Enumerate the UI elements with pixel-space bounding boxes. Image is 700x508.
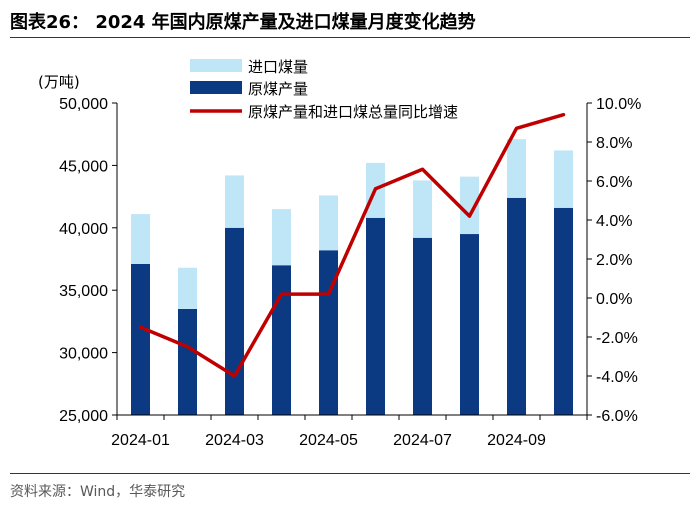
y-unit-label: (万吨) bbox=[38, 73, 80, 91]
right-tick-label: 6.0% bbox=[596, 174, 632, 191]
legend-swatch bbox=[190, 81, 242, 94]
legend-swatch bbox=[190, 59, 242, 72]
right-tick-label: 0.0% bbox=[596, 291, 632, 308]
footer-divider bbox=[10, 473, 690, 474]
import-bar bbox=[178, 267, 197, 309]
import-bar bbox=[554, 150, 573, 208]
right-tick-label: 2.0% bbox=[596, 252, 632, 269]
import-bar bbox=[460, 176, 479, 235]
left-tick-label: 50,000 bbox=[59, 96, 108, 113]
x-tick-label: 2024-07 bbox=[393, 432, 452, 449]
x-tick-label: 2024-09 bbox=[487, 432, 546, 449]
import-bar bbox=[413, 180, 432, 238]
axes-group: 25,000 30,000 35,000 40,000 45,000 50,000 -6.0… bbox=[38, 73, 641, 449]
legend-label: 原煤产量和进口煤总量同比增速 bbox=[248, 103, 458, 121]
left-tick-label: 40,000 bbox=[59, 221, 108, 238]
x-tick-label: 2024-03 bbox=[205, 432, 264, 449]
bar-series-group bbox=[131, 139, 573, 415]
source-note: 资料来源：Wind，华泰研究 bbox=[10, 484, 186, 500]
right-tick-label: 4.0% bbox=[596, 213, 632, 230]
left-tick-label: 35,000 bbox=[59, 283, 108, 300]
right-tick-label: -4.0% bbox=[596, 369, 638, 386]
x-tick-label: 2024-01 bbox=[111, 432, 170, 449]
production-bar bbox=[272, 265, 291, 415]
legend-label: 进口煤量 bbox=[248, 58, 308, 76]
right-tick-label: -2.0% bbox=[596, 330, 638, 347]
production-bar bbox=[366, 217, 385, 415]
right-tick-label: 10.0% bbox=[596, 96, 641, 113]
production-bar bbox=[178, 308, 197, 415]
line-series-group bbox=[138, 112, 566, 378]
left-tick-label: 45,000 bbox=[59, 158, 108, 175]
import-bar bbox=[272, 209, 291, 266]
left-tick-label: 25,000 bbox=[59, 408, 108, 425]
growth-rate-line bbox=[138, 112, 566, 378]
left-tick-label: 30,000 bbox=[59, 346, 108, 363]
right-tick-label: -6.0% bbox=[596, 408, 638, 425]
import-bar bbox=[319, 195, 338, 251]
production-bar bbox=[507, 197, 526, 415]
production-bar bbox=[413, 237, 432, 415]
import-bar bbox=[131, 214, 150, 264]
chart-title: 图表26： 2024 年国内原煤产量及进口煤量月度变化趋势 bbox=[10, 12, 476, 33]
import-bar bbox=[507, 139, 526, 198]
production-bar bbox=[460, 234, 479, 415]
title-divider bbox=[10, 37, 690, 38]
x-tick-label: 2024-05 bbox=[299, 432, 358, 449]
production-bar bbox=[319, 250, 338, 415]
import-bar bbox=[225, 175, 244, 228]
production-bar bbox=[554, 207, 573, 415]
production-bar bbox=[225, 227, 244, 415]
production-bar bbox=[131, 263, 150, 415]
legend-label: 原煤产量 bbox=[248, 80, 308, 98]
right-tick-label: 8.0% bbox=[596, 135, 632, 152]
